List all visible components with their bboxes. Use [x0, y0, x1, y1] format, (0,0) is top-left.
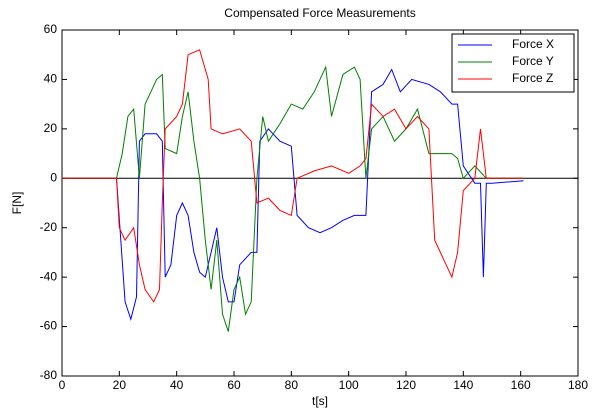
y-tick-label: -40 — [40, 269, 58, 283]
x-tick-label: 180 — [568, 378, 588, 392]
y-tick-label: 40 — [44, 72, 58, 86]
y-tick-label: 0 — [50, 170, 57, 184]
series-line — [62, 65, 524, 332]
y-tick-label: -20 — [40, 220, 58, 234]
x-tick-label: 0 — [59, 378, 66, 392]
series-line — [62, 49, 524, 303]
legend-label: Force Y — [512, 54, 554, 68]
y-tick-label: -80 — [40, 368, 58, 382]
y-tick-label: 60 — [44, 22, 58, 36]
series-line — [62, 68, 524, 321]
x-tick-label: 120 — [396, 378, 416, 392]
x-tick-label: 60 — [227, 378, 241, 392]
legend-label: Force X — [512, 37, 554, 51]
y-tick-label: -60 — [40, 319, 58, 333]
x-tick-label: 20 — [113, 378, 127, 392]
x-tick-label: 140 — [453, 378, 473, 392]
x-tick-label: 100 — [339, 378, 359, 392]
legend-box — [451, 33, 575, 93]
x-axis-label: t[s] — [312, 394, 328, 408]
y-axis-label: F[N] — [10, 192, 24, 215]
legend-label: Force Z — [512, 71, 553, 85]
y-tick-label: 20 — [44, 121, 58, 135]
x-tick-label: 160 — [511, 378, 531, 392]
x-tick-label: 80 — [285, 378, 299, 392]
chart-title: Compensated Force Measurements — [224, 6, 415, 20]
x-tick-label: 40 — [170, 378, 184, 392]
